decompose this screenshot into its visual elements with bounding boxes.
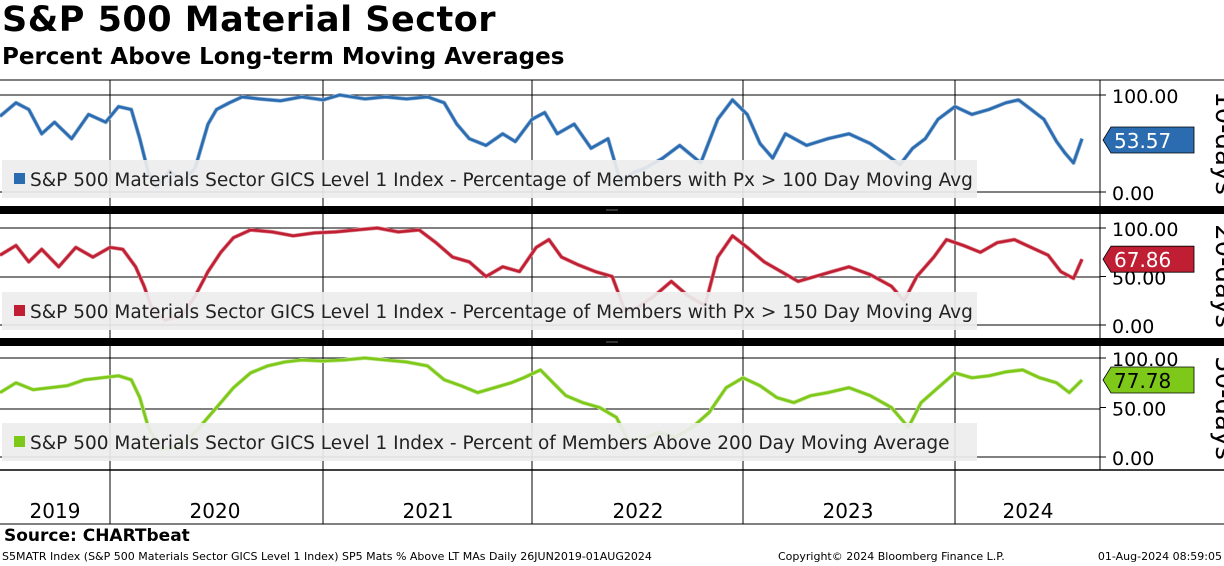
y-tick-label: 100.00 — [1112, 86, 1178, 108]
y-tick-label: 0.00 — [1112, 183, 1154, 205]
y-tick-label: 0.00 — [1112, 448, 1154, 470]
legend-box — [2, 160, 977, 198]
last-value-tag — [1102, 245, 1195, 273]
legend-box — [2, 423, 977, 461]
y-tick-label: 100.00 — [1112, 219, 1178, 241]
x-tick-label: 2024 — [1003, 499, 1054, 523]
legend-label: S&P 500 Materials Sector GICS Level 1 In… — [30, 433, 950, 454]
last-value-tag — [1102, 366, 1195, 394]
legend-label: S&P 500 Materials Sector GICS Level 1 In… — [30, 302, 973, 323]
last-value-label: 77.78 — [1114, 369, 1171, 393]
legend-swatch — [14, 305, 25, 316]
side-label: 20-days — [1209, 224, 1224, 328]
side-label: 10-days — [1209, 91, 1224, 195]
x-tick-label: 2022 — [613, 499, 664, 523]
chart-title: S&P 500 Material Sector — [2, 0, 497, 40]
legend-swatch — [14, 173, 25, 184]
x-tick-label: 2020 — [190, 499, 241, 523]
x-tick-label: 2021 — [403, 499, 454, 523]
y-tick-label: 50.00 — [1112, 399, 1166, 421]
panel-3: 100.00 50.00 0.00 S&P 500 Materials Sector … — [0, 346, 1224, 470]
last-value-label: 67.86 — [1114, 248, 1171, 272]
legend-swatch — [14, 436, 25, 447]
legend-label: S&P 500 Materials Sector GICS Level 1 In… — [30, 170, 973, 191]
source-label: Source: CHARTbeat — [4, 526, 190, 546]
x-tick-label: 2019 — [30, 499, 81, 523]
side-label: 50-days — [1209, 356, 1224, 460]
panel-2: 100.00 50.00 0.00 S&P 500 Materials Sector … — [0, 214, 1224, 338]
last-value-tag — [1102, 126, 1195, 154]
chart-subtitle: Percent Above Long-term Moving Averages — [2, 44, 565, 70]
y-tick-label: 100.00 — [1112, 349, 1178, 371]
footer-copyright: Copyright© 2024 Bloomberg Finance L.P. — [778, 550, 1005, 563]
legend-box — [2, 292, 977, 330]
y-tick-label: 50.00 — [1112, 268, 1166, 290]
footer-description: S5MATR Index (S&P 500 Materials Sector G… — [2, 550, 652, 563]
footer-timestamp: 01-Aug-2024 08:59:05 — [1097, 550, 1222, 563]
last-value-label: 53.57 — [1114, 129, 1171, 153]
x-tick-label: 2023 — [823, 499, 874, 523]
y-tick-label: 0.00 — [1112, 316, 1154, 338]
panel-1: 100.00 0.00 S&P 500 Materials Sector GICS … — [0, 80, 1224, 206]
